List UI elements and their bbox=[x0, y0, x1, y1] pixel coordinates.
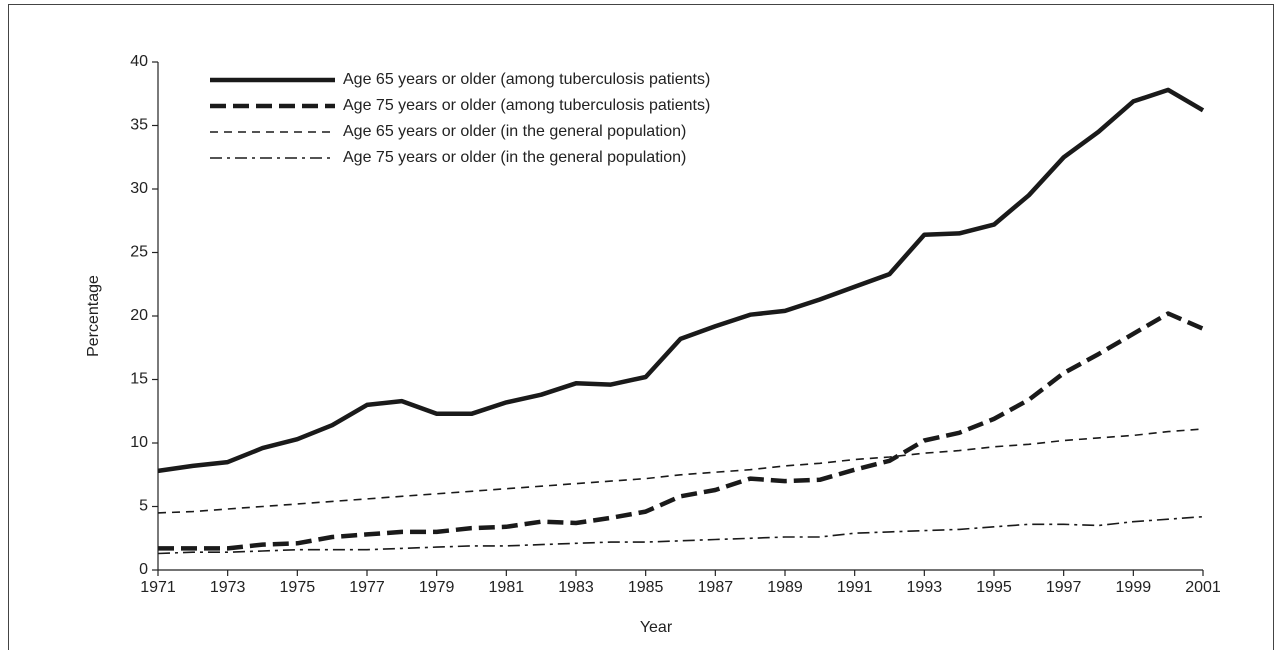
x-tick-label: 1997 bbox=[1046, 579, 1082, 596]
x-tick-label: 1991 bbox=[837, 579, 873, 596]
x-tick-label: 1981 bbox=[489, 579, 525, 596]
x-tick-label: 1999 bbox=[1116, 579, 1152, 596]
x-tick-label: 1975 bbox=[280, 579, 316, 596]
y-tick-label: 15 bbox=[130, 371, 148, 388]
y-tick-label: 10 bbox=[130, 434, 148, 451]
x-tick-label: 1971 bbox=[140, 579, 176, 596]
series-line bbox=[157, 428, 1204, 514]
y-tick-label: 20 bbox=[130, 307, 148, 324]
y-tick-label: 30 bbox=[130, 180, 148, 197]
y-tick-label: 35 bbox=[130, 117, 148, 134]
x-tick-label: 2001 bbox=[1185, 579, 1221, 596]
x-axis-label: Year bbox=[640, 619, 673, 636]
legend-label: Age 65 years or older (in the general po… bbox=[343, 123, 686, 140]
x-tick-label: 1977 bbox=[349, 579, 385, 596]
x-tick-label: 1987 bbox=[698, 579, 734, 596]
x-tick-label: 1995 bbox=[976, 579, 1012, 596]
x-tick-label: 1993 bbox=[907, 579, 943, 596]
x-tick-label: 1989 bbox=[767, 579, 803, 596]
x-tick-label: 1973 bbox=[210, 579, 246, 596]
y-axis-label: Percentage bbox=[85, 275, 102, 357]
y-tick-label: 25 bbox=[130, 244, 148, 261]
y-tick-label: 5 bbox=[139, 498, 148, 515]
x-tick-label: 1985 bbox=[628, 579, 664, 596]
legend-label: Age 75 years or older (among tuberculosi… bbox=[343, 97, 710, 114]
series-line bbox=[157, 87, 1205, 474]
series-line bbox=[157, 515, 1204, 555]
y-tick-label: 40 bbox=[130, 53, 148, 70]
y-tick-label: 0 bbox=[139, 561, 148, 578]
series-line bbox=[158, 311, 1204, 551]
x-tick-label: 1979 bbox=[419, 579, 455, 596]
legend-label: Age 65 years or older (among tuberculosi… bbox=[343, 71, 710, 88]
x-tick-label: 1983 bbox=[558, 579, 594, 596]
frame bbox=[8, 4, 1274, 650]
legend-label: Age 75 years or older (in the general po… bbox=[343, 149, 686, 166]
